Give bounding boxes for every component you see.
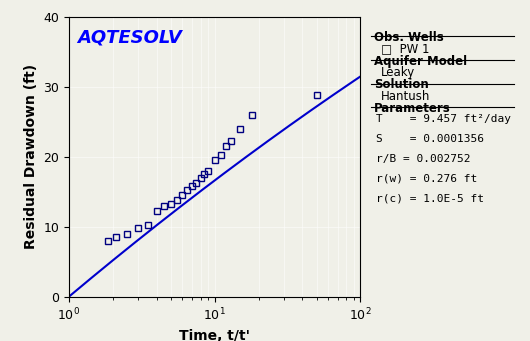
Text: r(w) = 0.276 ft: r(w) = 0.276 ft: [376, 174, 478, 183]
Text: T    = 9.457 ft²/day: T = 9.457 ft²/day: [376, 114, 511, 124]
Text: Aquifer Model: Aquifer Model: [374, 55, 467, 68]
Text: S    = 0.0001356: S = 0.0001356: [376, 134, 484, 144]
Text: r(c) = 1.0E-5 ft: r(c) = 1.0E-5 ft: [376, 193, 484, 203]
Text: r/B = 0.002752: r/B = 0.002752: [376, 154, 471, 164]
Text: Solution: Solution: [374, 78, 428, 91]
Text: Parameters: Parameters: [374, 102, 450, 115]
Y-axis label: Residual Drawdown (ft): Residual Drawdown (ft): [24, 64, 38, 249]
Text: Obs. Wells: Obs. Wells: [374, 31, 444, 44]
Text: Leaky: Leaky: [381, 66, 415, 79]
Text: Hantush: Hantush: [381, 90, 430, 103]
Text: AQTESOLV: AQTESOLV: [78, 28, 182, 46]
Text: □  PW 1: □ PW 1: [381, 43, 429, 56]
X-axis label: Time, t/t': Time, t/t': [179, 328, 250, 341]
